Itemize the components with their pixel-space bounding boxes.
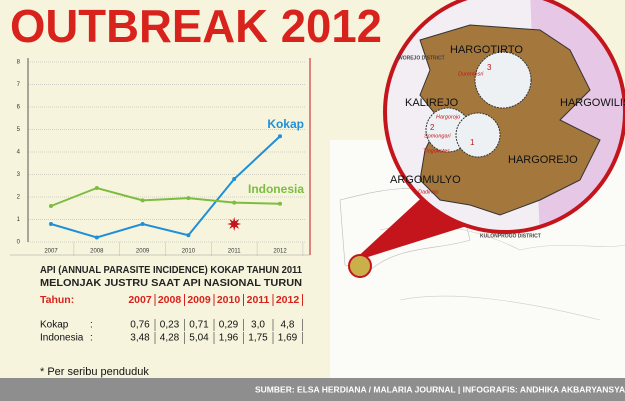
zone-label: 3 (487, 63, 492, 72)
point (278, 201, 282, 206)
table-header: 2008 (158, 294, 182, 306)
zone (455, 112, 501, 158)
map-border (399, 295, 601, 321)
point (49, 204, 53, 208)
magnifier-ring (383, 0, 625, 234)
zoom-source (348, 254, 372, 278)
table-header: 2007 (128, 294, 152, 306)
y-tick-label: 4 (17, 150, 21, 156)
footer (0, 378, 625, 401)
zone-label: 2 (430, 123, 435, 132)
y-tick-label: 7 (17, 82, 21, 88)
region-label: KALIREJO (405, 97, 459, 109)
y-tick-label: 8 (17, 60, 21, 66)
place-label: Dadirejo (418, 189, 438, 195)
note: * Per seribu penduduk (40, 366, 149, 378)
y-tick-label: 3 (17, 172, 21, 178)
table-header: 2011 (247, 294, 270, 306)
table-cell: 0,71 (189, 320, 209, 331)
point (232, 177, 237, 181)
place-label: Tlogokotes (423, 148, 450, 154)
series-label: Kokap (267, 117, 304, 131)
point (186, 196, 191, 201)
subtitle: API (ANNUAL PARASITE INCIDENCE) KOKAP TA… (40, 264, 302, 276)
table-header: 2012 (276, 294, 300, 306)
place-label: Durentasri (458, 71, 484, 77)
table-cell: 0,76 (130, 320, 150, 331)
table-header: 2010 (217, 294, 241, 306)
point (232, 200, 237, 205)
point (140, 198, 145, 203)
x-tick-label: 2012 (273, 249, 287, 255)
table-cell: 0,23 (160, 320, 180, 331)
magnified-map (385, 0, 625, 232)
y-tick-label: 2 (17, 195, 21, 201)
table-cell: 3,0 (251, 320, 265, 331)
x-tick-label: 2007 (44, 249, 58, 255)
y-tick-label: 6 (17, 105, 21, 111)
place-label: Somongari (424, 133, 451, 139)
x-tick-label: 2010 (182, 249, 196, 255)
table-cell: 3,48 (130, 333, 150, 344)
point (140, 222, 145, 226)
table-cell: : (90, 320, 93, 331)
table-cell: 0,29 (219, 320, 239, 331)
point (186, 233, 191, 238)
x-tick-label: 2009 (136, 249, 150, 255)
y-tick-label: 1 (17, 217, 21, 223)
region-label: HARGOWILIS (560, 97, 625, 109)
x-tick-label: 2008 (90, 249, 104, 255)
point (278, 134, 282, 139)
place-label: Hargorojo (436, 114, 460, 120)
source: SUMBER: ELSA HERDIANA / MALARIA JOURNAL … (255, 384, 625, 394)
table-cell: 4,8 (281, 320, 295, 331)
table-header: 2009 (187, 294, 211, 306)
region-label: WOREJO DISTRICT (398, 55, 445, 61)
y-tick-label: 0 (17, 240, 21, 246)
table-cell: Indonesia (40, 333, 84, 344)
table-cell: 4,28 (160, 333, 180, 344)
series-label: Indonesia (248, 182, 304, 196)
region-label: HARGOTIRTO (450, 44, 523, 56)
series-line (50, 135, 281, 239)
region-label: KULONPROGO DISTRICT (480, 233, 541, 239)
table-cell: 1,96 (219, 333, 239, 344)
marker-star (227, 217, 242, 231)
table-cell: : (90, 333, 93, 344)
point (94, 186, 99, 190)
zone-label: 1 (470, 138, 475, 147)
zone (474, 51, 532, 109)
table-header: Tahun: (40, 294, 74, 306)
title: OUTBREAK 2012 (10, 0, 382, 52)
x-tick-label: 2011 (228, 249, 242, 255)
table-cell: 1,69 (278, 333, 298, 344)
series-line (50, 186, 281, 207)
subtitle: MELONJAK JUSTRU SAAT API NASIONAL TURUN (40, 277, 302, 289)
table-cell: 5,04 (189, 333, 209, 344)
region-label: HARGOREJO (508, 154, 578, 166)
y-tick-label: 5 (17, 127, 21, 133)
map-border (339, 188, 471, 271)
table-cell: Kokap (40, 320, 69, 331)
point (49, 222, 53, 226)
table-cell: 1,75 (248, 333, 268, 344)
point (94, 235, 99, 240)
region-label: ARGOMULYO (390, 174, 461, 186)
